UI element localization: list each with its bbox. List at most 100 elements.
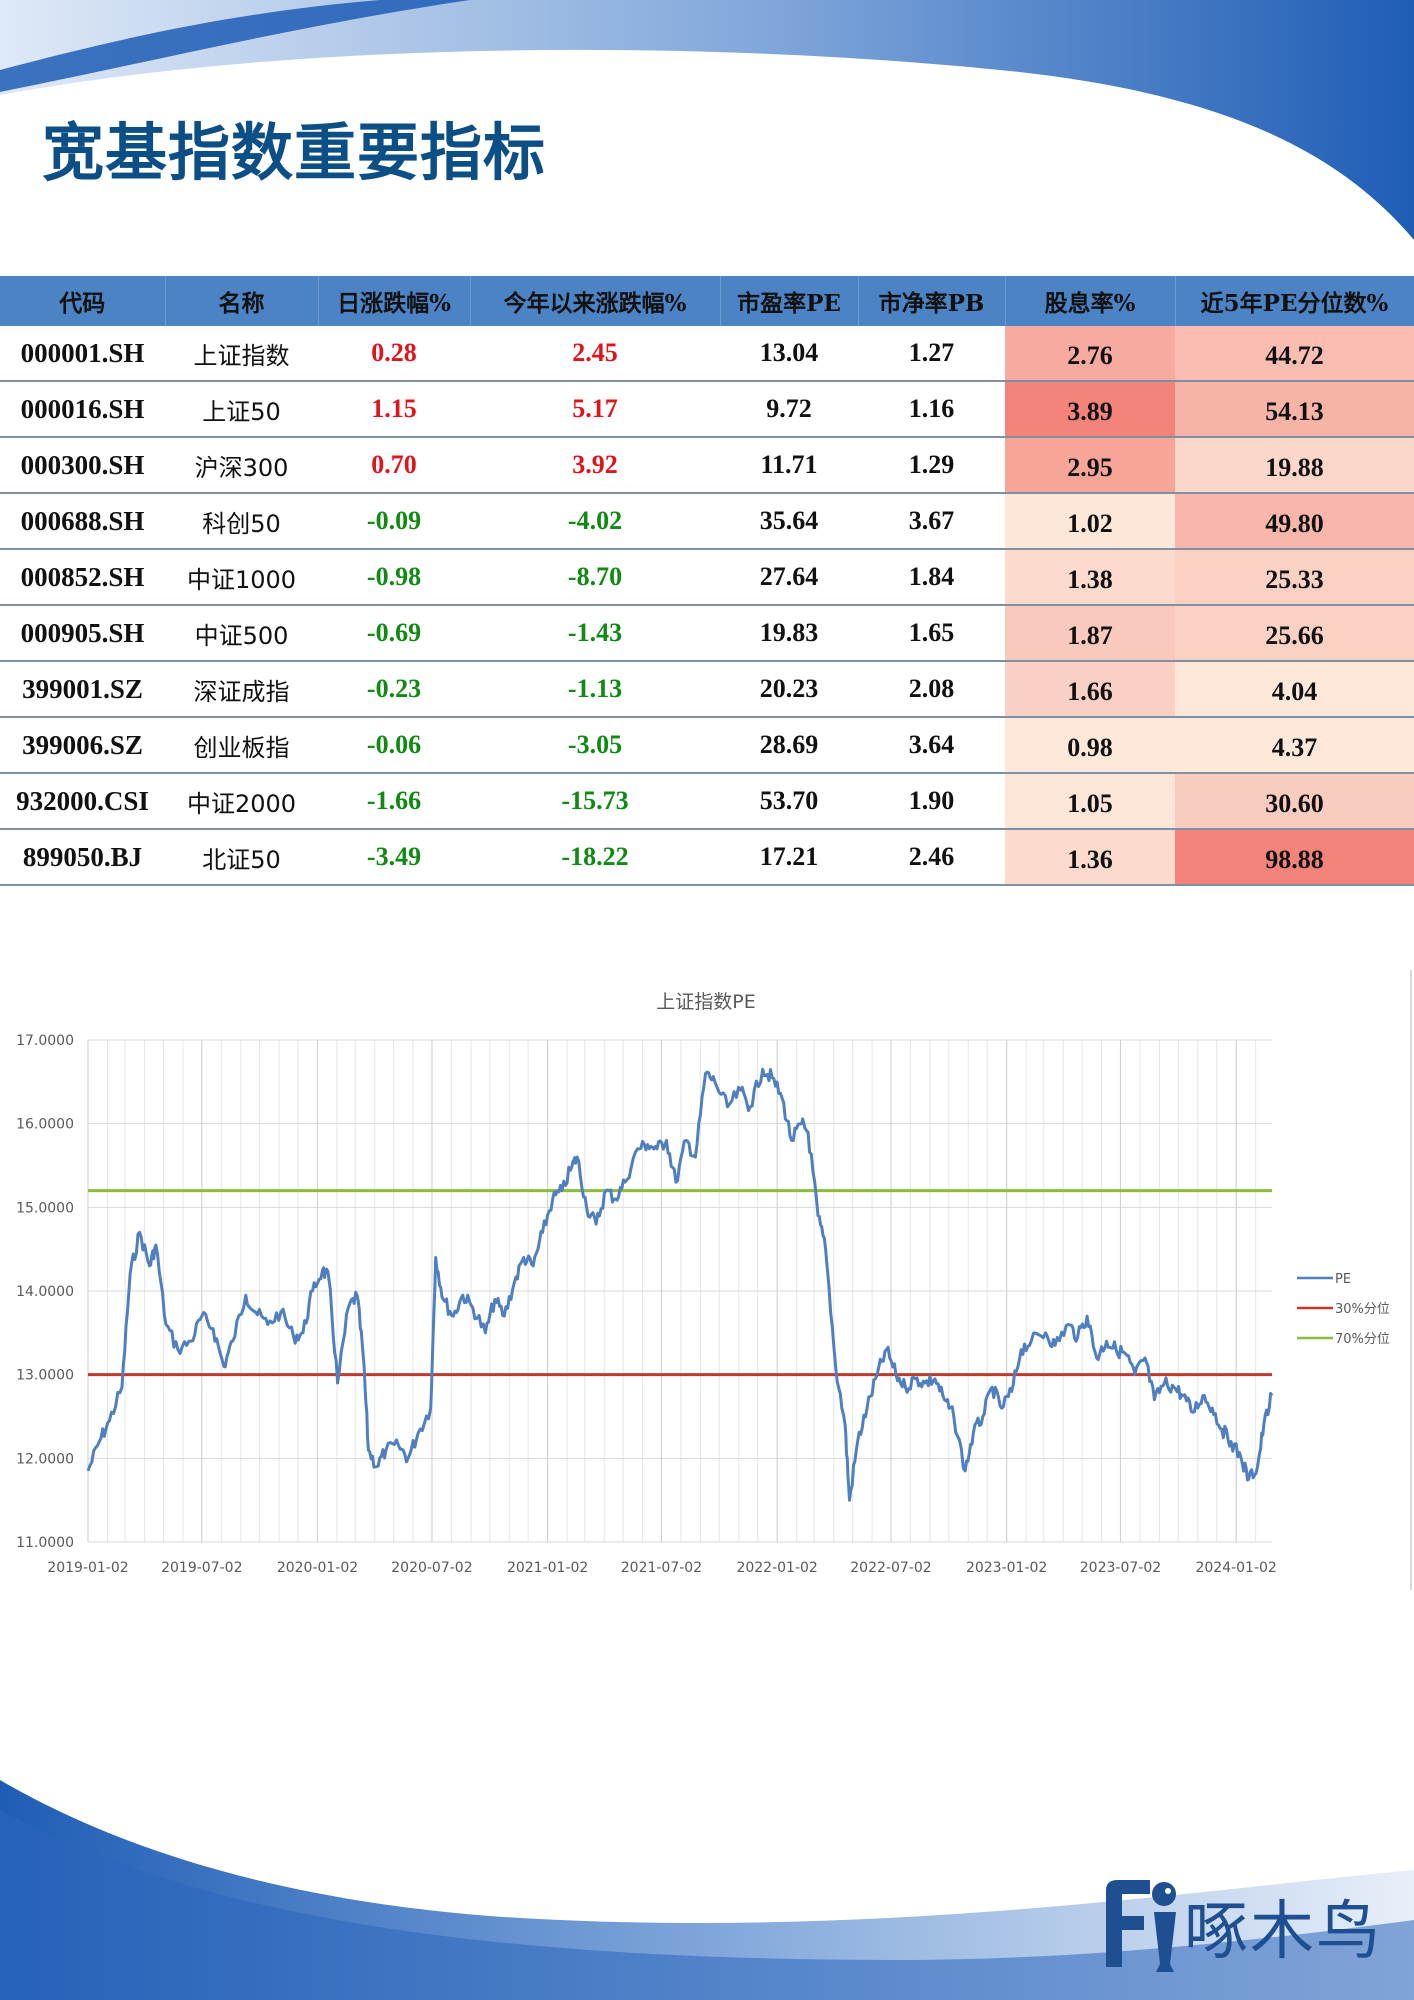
- cell-pe-percentile: 30.60: [1175, 773, 1414, 830]
- col-header-ytd-change: 今年以来涨跌幅%: [470, 276, 721, 326]
- y-tick-label: 17.0000: [16, 1033, 74, 1049]
- cell-dividend-yield: 1.66: [1005, 661, 1175, 718]
- x-tick-label: 2020-07-02: [391, 1560, 472, 1576]
- col-header-daily-change: 日涨跌幅%: [318, 276, 471, 326]
- cell-code: 000300.SH: [0, 437, 165, 494]
- cell-daily-change: -0.98: [318, 549, 470, 606]
- cell-dividend-yield: 0.98: [1005, 717, 1175, 774]
- table-row: 000016.SH 上证50 1.15 5.17 9.72 1.16 3.89 54.13: [0, 381, 1414, 438]
- cell-pe: 28.69: [720, 717, 858, 774]
- cell-ytd-change: 3.92: [470, 437, 720, 494]
- pe-series-line: [86, 1067, 1274, 1502]
- cell-ytd-change: -1.43: [470, 605, 720, 662]
- x-tick-label: 2022-01-02: [736, 1560, 817, 1576]
- table-row: 399006.SZ 创业板指 -0.06 -3.05 28.69 3.64 0.98 4.37: [0, 717, 1414, 774]
- pe-chart: 11.0000 12.0000 13.0000 14.0000 15.0000 16.00…: [0, 970, 1414, 1610]
- cell-code: 000001.SH: [0, 326, 165, 382]
- x-tick-label: 2019-07-02: [161, 1560, 242, 1576]
- woodpecker-icon: [1106, 1880, 1176, 1972]
- x-tick-label: 2023-01-02: [966, 1560, 1047, 1576]
- brand-logo: 啄木鸟: [1098, 1872, 1388, 1972]
- cell-pe-percentile: 4.37: [1175, 717, 1414, 774]
- x-tick-label: 2021-01-02: [507, 1560, 588, 1576]
- cell-code: 932000.CSI: [0, 773, 165, 830]
- cell-pe: 17.21: [720, 829, 858, 886]
- cell-pb: 1.29: [858, 437, 1005, 494]
- cell-name: 上证指数: [165, 326, 318, 382]
- cell-pe-percentile: 19.88: [1175, 437, 1414, 494]
- brand-name: 啄木鸟: [1184, 1895, 1382, 1969]
- chart-frame-edge: [1410, 970, 1412, 1590]
- cell-pe-percentile: 54.13: [1175, 381, 1414, 438]
- cell-daily-change: -3.49: [318, 829, 470, 886]
- cell-ytd-change: -3.05: [470, 717, 720, 774]
- cell-pe-percentile: 4.04: [1175, 661, 1414, 718]
- cell-pe: 13.04: [720, 326, 858, 382]
- table-row: 932000.CSI 中证2000 -1.66 -15.73 53.70 1.90 1.05…: [0, 773, 1414, 830]
- cell-pe: 11.71: [720, 437, 858, 494]
- cell-pe: 35.64: [720, 493, 858, 550]
- cell-pe-percentile: 25.66: [1175, 605, 1414, 662]
- cell-name: 创业板指: [165, 717, 318, 774]
- cell-name: 北证50: [165, 829, 318, 886]
- table-row: 000001.SH 上证指数 0.28 2.45 13.04 1.27 2.76 44.72: [0, 326, 1414, 382]
- cell-daily-change: 0.70: [318, 437, 470, 494]
- y-tick-label: 15.0000: [16, 1200, 74, 1216]
- col-header-code: 代码: [0, 276, 166, 326]
- col-header-pe-percentile: 近5年PE分位数%: [1175, 276, 1414, 326]
- cell-name: 中证2000: [165, 773, 318, 830]
- cell-pb: 3.67: [858, 493, 1005, 550]
- cell-code: 899050.BJ: [0, 829, 165, 886]
- cell-daily-change: -0.69: [318, 605, 470, 662]
- cell-code: 000905.SH: [0, 605, 165, 662]
- cell-name: 科创50: [165, 493, 318, 550]
- col-header-dividend-yield: 股息率%: [1005, 276, 1176, 326]
- page-title: 宽基指数重要指标: [42, 116, 547, 189]
- cell-pb: 2.46: [858, 829, 1005, 886]
- cell-name: 上证50: [165, 381, 318, 438]
- y-tick-label: 11.0000: [16, 1535, 74, 1551]
- cell-name: 沪深300: [165, 437, 318, 494]
- table-header-row: 代码 名称 日涨跌幅% 今年以来涨跌幅% 市盈率PE 市净率PB 股息率% 近5…: [0, 276, 1414, 326]
- cell-dividend-yield: 3.89: [1005, 381, 1175, 438]
- cell-ytd-change: -15.73: [470, 773, 720, 830]
- cell-pb: 1.65: [858, 605, 1005, 662]
- cell-pe-percentile: 25.33: [1175, 549, 1414, 606]
- cell-pb: 1.84: [858, 549, 1005, 606]
- table-row: 000300.SH 沪深300 0.70 3.92 11.71 1.29 2.95 19.88: [0, 437, 1414, 494]
- cell-pb: 1.16: [858, 381, 1005, 438]
- cell-dividend-yield: 2.76: [1005, 326, 1175, 382]
- pe-chart-svg: 11.0000 12.0000 13.0000 14.0000 15.0000 16.00…: [16, 991, 1390, 1576]
- cell-name: 中证1000: [165, 549, 318, 606]
- x-tick-label: 2021-07-02: [621, 1560, 702, 1576]
- cell-dividend-yield: 1.38: [1005, 549, 1175, 606]
- legend-label: PE: [1335, 1272, 1351, 1287]
- cell-dividend-yield: 1.36: [1005, 829, 1175, 886]
- cell-pe: 27.64: [720, 549, 858, 606]
- cell-pe: 9.72: [720, 381, 858, 438]
- table-row: 000688.SH 科创50 -0.09 -4.02 35.64 3.67 1.02 49.8…: [0, 493, 1414, 550]
- table-row: 000852.SH 中证1000 -0.98 -8.70 27.64 1.84 1.38 25…: [0, 549, 1414, 606]
- cell-pe-percentile: 44.72: [1175, 326, 1414, 382]
- cell-pe: 19.83: [720, 605, 858, 662]
- x-tick-label: 2019-01-02: [47, 1560, 128, 1576]
- cell-ytd-change: -4.02: [470, 493, 720, 550]
- cell-dividend-yield: 2.95: [1005, 437, 1175, 494]
- cell-name: 深证成指: [165, 661, 318, 718]
- col-header-pb: 市净率PB: [858, 276, 1006, 326]
- cell-ytd-change: -18.22: [470, 829, 720, 886]
- cell-pb: 1.27: [858, 326, 1005, 382]
- cell-code: 000688.SH: [0, 493, 165, 550]
- index-table: 代码 名称 日涨跌幅% 今年以来涨跌幅% 市盈率PE 市净率PB 股息率% 近5…: [0, 276, 1414, 886]
- y-tick-label: 12.0000: [16, 1451, 74, 1467]
- table-row: 899050.BJ 北证50 -3.49 -18.22 17.21 2.46 1.36 98.…: [0, 829, 1414, 886]
- cell-code: 000016.SH: [0, 381, 165, 438]
- cell-pe: 53.70: [720, 773, 858, 830]
- col-header-name: 名称: [165, 276, 319, 326]
- cell-daily-change: -0.23: [318, 661, 470, 718]
- cell-ytd-change: -8.70: [470, 549, 720, 606]
- y-tick-label: 13.0000: [16, 1368, 74, 1384]
- y-tick-label: 16.0000: [16, 1117, 74, 1133]
- cell-name: 中证500: [165, 605, 318, 662]
- cell-code: 399001.SZ: [0, 661, 165, 718]
